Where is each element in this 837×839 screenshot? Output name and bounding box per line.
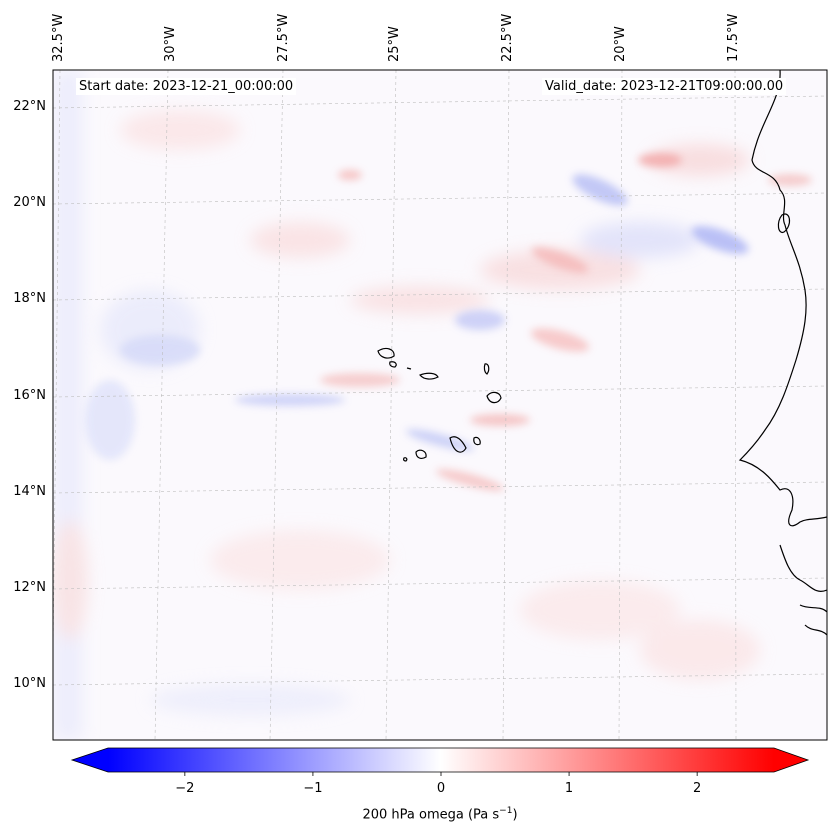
lon-label-22-5w: 22.5°W (500, 13, 515, 62)
colorbar-tick-label: 0 (436, 781, 446, 796)
lon-label-27-5w: 27.5°W (276, 13, 291, 62)
lat-label-12n: 12°N (13, 580, 46, 595)
valid-date-label: Valid_date: 2023-12-21T09:00:00.00 (542, 78, 787, 95)
colorbar-low-extend (72, 748, 108, 772)
colorbar-label-text: 200 hPa omega (Pa s (362, 807, 500, 823)
lat-label-22n: 22°N (13, 99, 46, 114)
colorbar-label: 200 hPa omega (Pa s−1) (0, 806, 837, 822)
colorbar-tick-label: 1 (564, 781, 574, 796)
colorbar-label-close: ) (512, 807, 518, 823)
omega-field (53, 70, 827, 740)
lat-label-14n: 14°N (13, 484, 46, 499)
colorbar-outline (70, 747, 810, 773)
lon-label-30w: 30°W (163, 26, 178, 62)
lon-label-25w: 25°W (387, 26, 402, 62)
lon-label-32-5w: 32.5°W (51, 13, 66, 62)
colorbar-tick-label: −1 (303, 781, 323, 796)
lat-label-10n: 10°N (13, 676, 46, 691)
lat-label-18n: 18°N (13, 291, 46, 306)
colorbar-label-exponent: −1 (499, 806, 513, 816)
colorbar-body (108, 748, 774, 772)
lat-label-16n: 16°N (13, 388, 46, 403)
lat-label-20n: 20°N (13, 195, 46, 210)
colorbar-tick-label: −2 (175, 781, 195, 796)
colorbar-tick-label: 2 (693, 781, 702, 796)
colorbar (70, 747, 810, 776)
map-frame (52, 69, 828, 741)
start-date-label: Start date: 2023-12-21_00:00:00 (76, 78, 297, 95)
lon-label-20w: 20°W (613, 26, 628, 62)
coastline (377, 70, 827, 636)
lon-label-17-5w: 17.5°W (726, 13, 741, 62)
colorbar-high-extend (774, 748, 808, 772)
